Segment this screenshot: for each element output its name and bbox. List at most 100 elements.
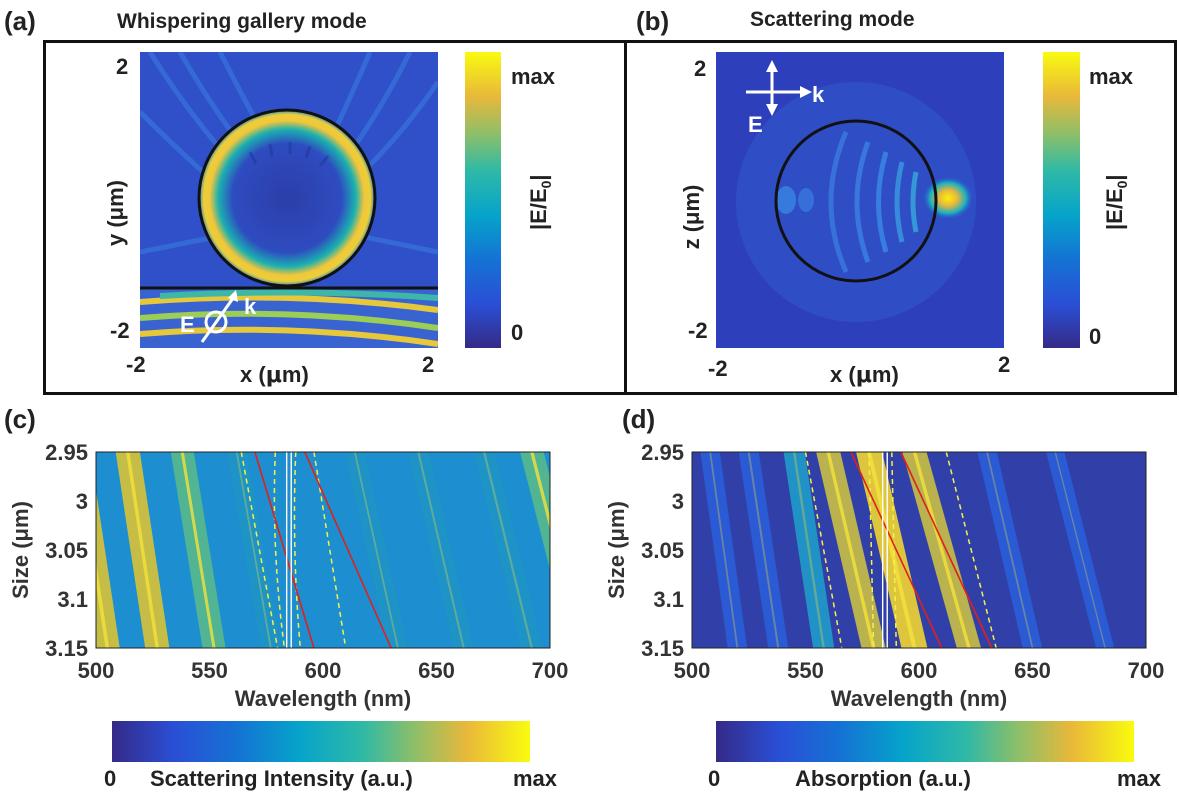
heatmap-band [227, 452, 281, 648]
red-line [254, 452, 315, 648]
heatmap-band-ridge [792, 452, 825, 648]
panel-b-label: (b) [636, 6, 670, 36]
heatmap-band-ridge [747, 452, 780, 648]
y-tick-label: 3.15 [641, 636, 684, 661]
yellow-dashed-line [240, 452, 279, 648]
panel-a-colorbar [465, 52, 501, 348]
yellow-dashed-line [313, 452, 347, 648]
panel-b-e-label: E [748, 112, 763, 137]
panel-d-cb-max: max [1117, 766, 1162, 791]
heatmap-band [1046, 452, 1115, 648]
panel-c-cb-label: Scattering Intensity (a.u.) [150, 766, 413, 791]
panel-c-cb-min: 0 [104, 766, 117, 791]
panel-a-title: Whispering gallery mode [117, 10, 367, 33]
red-line [304, 452, 392, 648]
heatmap-band [473, 452, 543, 648]
panel-c-cb-max: max [513, 766, 558, 791]
x-tick-label: 600 [305, 658, 342, 683]
y-tick-label: 2.95 [641, 440, 684, 465]
panel-b-xtick-left: -2 [708, 356, 728, 381]
red-line [850, 452, 943, 648]
y-tick-label: 3.1 [653, 587, 684, 612]
panel-d-colorbar [716, 721, 1134, 762]
panel-a-xtick-right: 2 [422, 352, 435, 377]
panel-b-ytick-bottom: -2 [688, 318, 708, 343]
yellow-dashed-line [945, 452, 997, 648]
x-axis-label: Wavelength (nm) [235, 686, 411, 711]
panel-a-k-label: k [244, 294, 257, 319]
heatmap-band-ridge [1054, 452, 1106, 648]
y-axis-label: Size (μm) [8, 501, 33, 599]
panel-a-e-label: E [180, 312, 195, 337]
heatmap-band-ridge [417, 452, 465, 648]
heatmap-band-ridge [353, 452, 399, 648]
heatmap-band [977, 452, 1043, 648]
heatmap-band-ridge [912, 452, 971, 648]
panel-a-field-map: E k [140, 52, 438, 348]
yellow-dashed-line [293, 452, 302, 648]
panel-d-heatmap: 500 550 600 650 700 2.95 3 3.05 3.1 3.15 Wavelengt… [604, 440, 1165, 711]
x-tick-label: 500 [674, 658, 711, 683]
panel-a-cb-label: |E/E0| [525, 174, 555, 230]
yellow-dashed-line [804, 452, 843, 648]
heatmap-axes-frame [691, 451, 1147, 649]
panel-b-k-label: k [812, 82, 825, 107]
panel-a-xlabel: x (μm) [240, 362, 309, 388]
x-tick-label: 600 [901, 658, 938, 683]
heatmap-band [520, 452, 550, 570]
heatmap-band [783, 452, 835, 648]
panel-a-xtick-left: -2 [126, 352, 146, 377]
panel-c-label: (c) [4, 404, 36, 434]
x-tick-label: 650 [418, 658, 455, 683]
panel-a-cb-min: 0 [511, 320, 524, 345]
heatmap-band-ridge [530, 452, 550, 530]
panel-b-ylabel: z (μm) [679, 184, 704, 250]
y-tick-label: 3 [672, 489, 684, 514]
y-tick-label: 3.05 [641, 538, 684, 563]
yellow-dashed-line [868, 452, 875, 648]
heatmap-band [700, 452, 748, 648]
panel-a-ytick-bottom: -2 [110, 318, 130, 343]
panel-d-cb-label: Absorption (a.u.) [795, 766, 971, 791]
panel-b-cb-label: |E/E0| [1101, 174, 1131, 230]
heatmap-axes-frame [95, 451, 551, 649]
x-tick-label: 700 [1128, 658, 1165, 683]
panel-b-xtick-right: 2 [998, 352, 1011, 377]
panel-a-cb-max: max [511, 64, 556, 89]
panel-a-label: (a) [4, 6, 36, 36]
panel-d-cb-min: 0 [708, 766, 721, 791]
panel-b-colorbar [1043, 52, 1080, 348]
y-tick-label: 3.05 [45, 538, 88, 563]
panel-a-ytick-top: 2 [116, 54, 129, 79]
heatmap-band [345, 452, 408, 648]
x-axis-label: Wavelength (nm) [831, 686, 1007, 711]
panel-b-field-map: k E [716, 52, 1004, 348]
x-tick-label: 700 [532, 658, 569, 683]
panel-b-ytick-top: 2 [694, 56, 707, 81]
panel-b-cb-min: 0 [1089, 324, 1102, 349]
x-tick-label: 550 [191, 658, 228, 683]
red-line [900, 452, 993, 648]
heatmap-band-ridge [126, 452, 159, 648]
heatmap-band-ridge [483, 452, 533, 648]
heatmap-band-ridge [986, 452, 1034, 648]
heatmap-band-ridge [826, 452, 876, 648]
panel-c-colorbar [112, 721, 530, 762]
panel-b-title: Scattering mode [750, 8, 915, 31]
x-tick-label: 500 [78, 658, 115, 683]
panel-a-ylabel: y (μm) [103, 179, 128, 247]
heatmap-band-ridge [235, 452, 272, 648]
x-tick-label: 650 [1014, 658, 1051, 683]
yellow-dashed-line [891, 452, 898, 648]
panel-d-label: (d) [622, 404, 656, 434]
panel-b-xlabel: x (μm) [830, 362, 899, 388]
heatmap-band-ridge [709, 452, 739, 648]
yellow-dashed-line [273, 452, 286, 648]
heatmap-background [96, 452, 550, 648]
panel-c-heatmap: 500 550 600 650 700 2.95 3 3.05 3.1 3.15 Wavelengt… [8, 440, 569, 711]
heatmap-band [408, 452, 474, 648]
heatmap-band-ridge [180, 452, 216, 648]
y-tick-label: 2.95 [45, 440, 88, 465]
panel-b-cb-max: max [1089, 64, 1134, 89]
panel-b-frame [624, 40, 1177, 395]
